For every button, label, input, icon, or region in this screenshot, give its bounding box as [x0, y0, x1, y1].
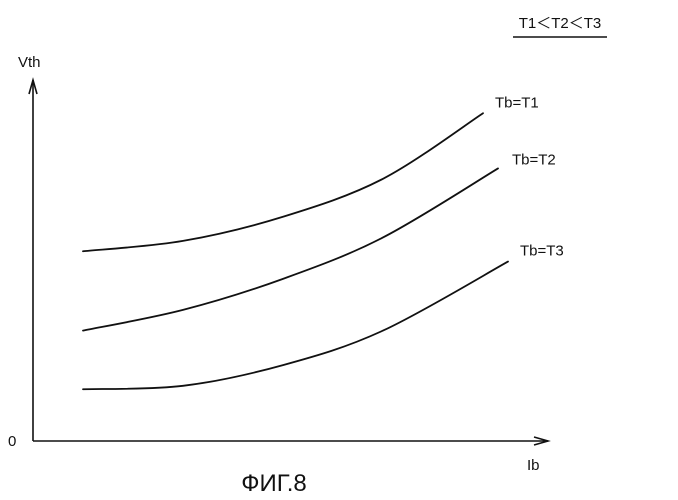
- figure-caption: ФИГ.8: [241, 470, 307, 497]
- series-label-3: Tb=T3: [520, 243, 564, 260]
- series-label-2: Tb=T2: [512, 151, 556, 168]
- y-axis-label: Vth: [18, 54, 41, 71]
- axes: Vth Ib 0: [8, 54, 548, 474]
- series-line-1: [83, 113, 483, 251]
- series-line-2: [83, 168, 498, 330]
- series-layer: Tb=T1 Tb=T2 Tb=T3: [83, 94, 564, 389]
- series-line-3: [83, 262, 508, 390]
- origin-label: 0: [8, 433, 16, 450]
- condition-note-text: T1＜T2＜T3: [519, 15, 602, 32]
- x-axis-label: Ib: [527, 457, 540, 474]
- series-label-1: Tb=T1: [495, 94, 539, 111]
- condition-note: T1＜T2＜T3: [513, 15, 607, 37]
